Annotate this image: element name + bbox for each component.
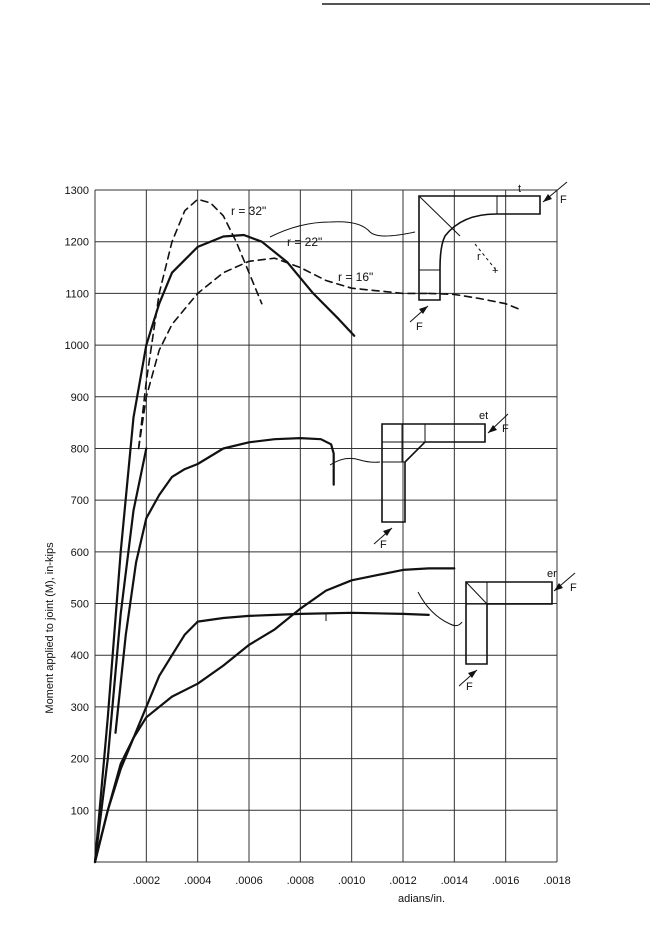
y-tick-label: 500 — [71, 599, 89, 611]
sketch-a-arrowhead-top — [543, 194, 552, 202]
series-line-6 — [93, 447, 148, 864]
series-layer — [93, 198, 520, 864]
annotation-r22: r = 22" — [287, 235, 322, 249]
x-tick-label: .0016 — [492, 875, 520, 887]
y-axis-label: Moment applied to joint (M), in-kips — [44, 542, 56, 714]
sketch-c-arrowhead-bottom — [468, 670, 477, 678]
sketch-b-arrowhead-bottom — [383, 528, 392, 536]
y-tick-label: 800 — [71, 443, 89, 455]
sketch-c-diagonal — [465, 581, 488, 605]
sketch-square-knee: et F F — [373, 410, 509, 551]
sketch-a-force-label-top: F — [560, 194, 567, 206]
sketch-a-t-label: t — [518, 183, 521, 195]
x-tick-label: .0004 — [184, 875, 212, 887]
x-tick-label: .0006 — [235, 875, 263, 887]
leader-line-curve3 — [417, 591, 463, 627]
grid — [94, 189, 558, 863]
sketch-a-outline — [418, 195, 541, 301]
sketch-c-t-label: er — [547, 568, 557, 580]
y-tick-label: 700 — [71, 495, 89, 507]
sketch-a-diagonal — [418, 195, 461, 237]
x-tick-label: .0014 — [441, 875, 469, 887]
series-line-4 — [427, 292, 520, 310]
y-tick-label: 1200 — [65, 237, 89, 249]
leader-line-curve2 — [329, 457, 381, 466]
sketch-b-t-label: et — [479, 410, 488, 422]
sketch-b-arrowhead-top — [488, 425, 497, 433]
sketch-a-r-label: r — [477, 251, 481, 263]
annotation-r16: r = 16" — [338, 270, 373, 284]
top-rule — [322, 3, 650, 5]
y-tick-label: 600 — [71, 547, 89, 559]
series-line-2 — [93, 233, 356, 864]
y-tick-label: 900 — [71, 392, 89, 404]
series-line-3 — [137, 257, 430, 450]
series-line-1 — [137, 198, 263, 450]
x-tick-label: .0018 — [543, 875, 571, 887]
leader-line-r22 — [269, 221, 416, 238]
sketch-c-outline — [465, 581, 553, 665]
sketch-b-outline — [381, 423, 486, 523]
sketch-c-arrowhead-top — [554, 583, 563, 591]
annotation-r32: r = 32" — [231, 204, 266, 218]
y-tick-label: 200 — [71, 754, 89, 766]
x-axis-label: adians/in. — [398, 893, 445, 905]
y-tick-label: 100 — [71, 805, 89, 817]
series-line-5 — [114, 437, 335, 734]
x-tick-label: .0010 — [338, 875, 366, 887]
y-tick-label: 1300 — [65, 185, 89, 197]
sketch-c-force-label-bottom: F — [466, 681, 473, 693]
x-tick-label: .0002 — [133, 875, 161, 887]
y-tick-label: 300 — [71, 702, 89, 714]
y-tick-label: 1100 — [65, 288, 89, 300]
x-tick-label: .0008 — [287, 875, 315, 887]
sketch-b-force-label-top: F — [502, 423, 509, 435]
sketch-b-force-label-bottom: F — [380, 539, 387, 551]
series-line-8 — [93, 567, 456, 864]
sketch-c-force-label-top: F — [570, 582, 577, 594]
sketch-curved-knee: + r t F F — [409, 181, 568, 333]
sketch-plain-knee: er F F — [458, 568, 577, 693]
sketch-a-force-label-bottom: F — [416, 321, 423, 333]
x-tick-label: .0012 — [389, 875, 417, 887]
series-line-7 — [93, 611, 430, 864]
sketch-a-arrowhead-bottom — [419, 306, 428, 314]
sketch-a-center-mark: + — [492, 265, 498, 277]
tick-labels: .0002 .0004 .0006 .0008 .0010 .0012 .0014 .0016… — [65, 185, 571, 887]
y-tick-label: 400 — [71, 650, 89, 662]
y-tick-label: 1000 — [65, 340, 89, 352]
